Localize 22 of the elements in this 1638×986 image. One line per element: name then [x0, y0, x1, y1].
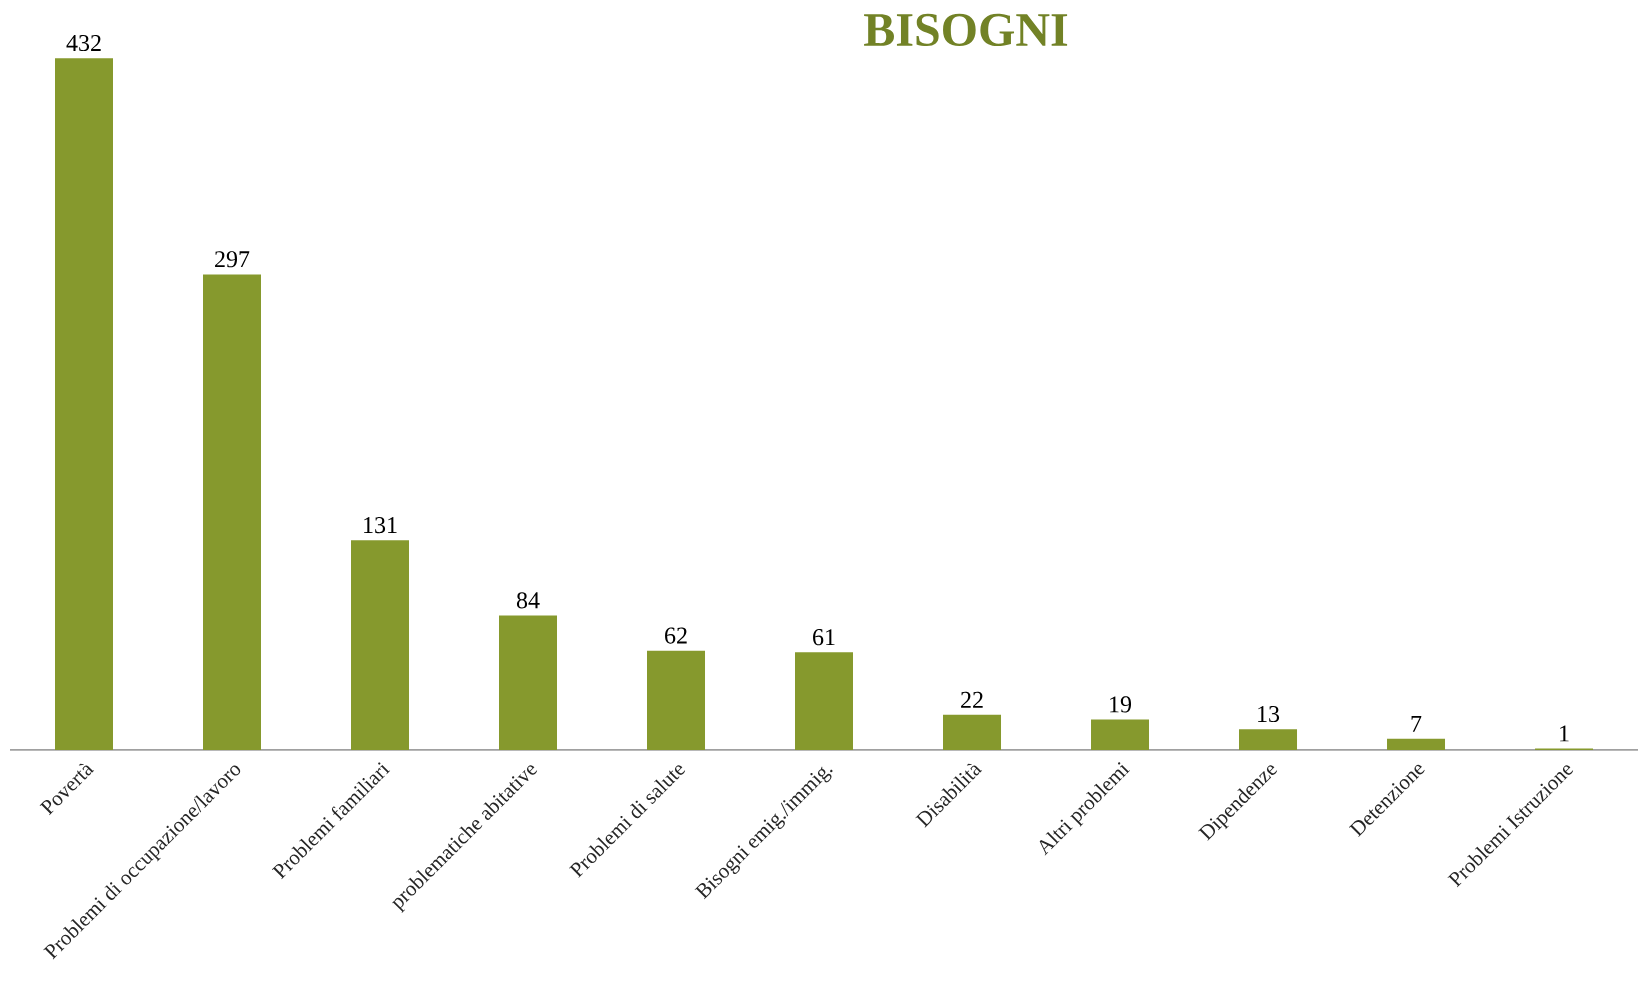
data-label: 432	[66, 34, 101, 52]
chart-title: BISOGNI	[864, 13, 1068, 47]
data-label: 84	[516, 592, 540, 609]
bar	[351, 540, 410, 750]
data-label: 22	[961, 691, 983, 708]
bar	[1387, 738, 1446, 750]
data-label: 1	[1560, 725, 1569, 742]
bar	[943, 714, 1002, 750]
data-label: 61	[813, 629, 835, 646]
data-label: 297	[215, 251, 250, 268]
data-label: 7	[1411, 716, 1422, 732]
bar	[499, 615, 557, 750]
data-label: 62	[665, 627, 687, 644]
data-label: 13	[1258, 705, 1280, 723]
bar	[203, 274, 261, 750]
data-label: 19	[1110, 696, 1132, 713]
data-label: 131	[364, 517, 397, 534]
bar	[647, 650, 706, 750]
bar	[55, 58, 113, 750]
bar	[1239, 729, 1298, 750]
bar	[795, 652, 854, 750]
bar	[1091, 719, 1150, 750]
